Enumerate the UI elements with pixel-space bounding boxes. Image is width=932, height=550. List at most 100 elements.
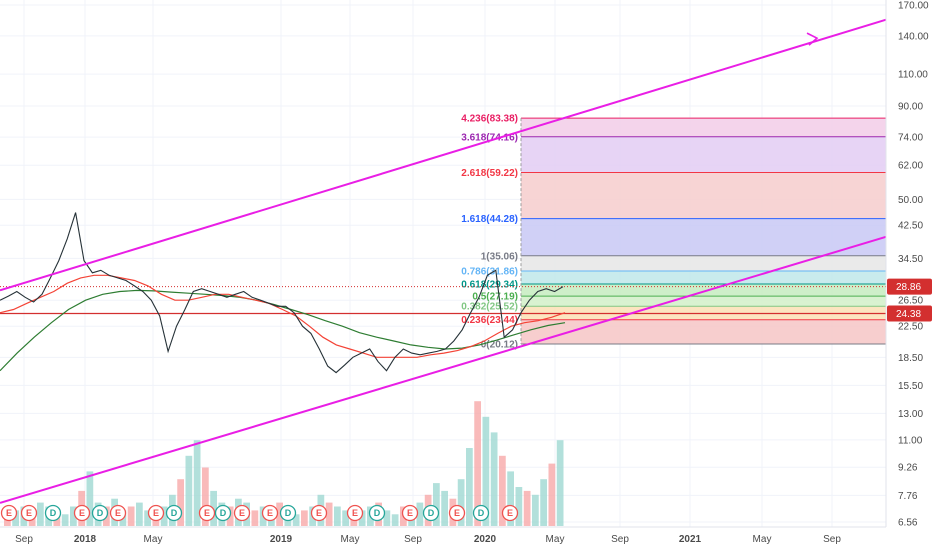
x-tick-label: May (753, 534, 772, 545)
marker-letter: E (352, 508, 358, 518)
earnings-marker (109, 504, 127, 522)
x-tick-label: 2019 (270, 534, 293, 545)
volume-bar (383, 510, 391, 526)
time-axis[interactable]: Sep 2018 May 2019 May Sep 2020 May Sep 2021 May Sep (15, 534, 841, 545)
price-series (0, 212, 564, 374)
volume-bar (301, 510, 308, 526)
volume-bar (540, 479, 547, 526)
channel-lower-line (0, 235, 887, 504)
volume-bar (86, 471, 94, 526)
fib-level-label: 0.382(25.52) (461, 302, 518, 313)
y-tick-label: 170.00 (898, 1, 929, 12)
fib-level-label: 4.236(83.38) (461, 114, 518, 125)
marker-letter: E (507, 508, 513, 518)
volume-bar (61, 514, 69, 526)
x-tick-label: Sep (15, 534, 33, 545)
x-tick-label: Sep (823, 534, 841, 545)
y-tick-label: 34.50 (898, 254, 923, 265)
volume-bar (507, 471, 514, 526)
earnings-marker (310, 504, 328, 522)
dividend-marker (279, 504, 297, 522)
y-tick-label: 6.56 (898, 518, 918, 529)
dividend-marker (368, 504, 386, 522)
earnings-marker (501, 504, 519, 522)
x-tick-label: 2021 (679, 534, 702, 545)
dividend-marker (472, 504, 490, 522)
last-price-badge (887, 278, 932, 295)
y-tick-label: 140.00 (898, 31, 929, 42)
x-tick-label: May (546, 534, 565, 545)
fib-level-label: 2.618(59.22) (461, 168, 518, 179)
dividend-marker (44, 504, 62, 522)
fib-level-label: 1.618(44.28) (461, 214, 518, 225)
earnings-marker (20, 504, 38, 522)
fib-zone (521, 296, 886, 307)
volume-bar (144, 510, 151, 526)
fib-zone (521, 270, 886, 285)
volume-bar (70, 506, 77, 526)
earnings-marker (73, 504, 91, 522)
y-tick-label: 7.76 (898, 491, 918, 502)
x-tick-label: 2018 (74, 534, 97, 545)
marker-letter: D (97, 508, 104, 518)
fib-level-label: 1(35.06) (481, 251, 518, 262)
marker-letter: D (171, 508, 178, 518)
earnings-marker (448, 504, 466, 522)
level-price-badge (887, 305, 932, 322)
dividend-marker (422, 504, 440, 522)
channel-arrow (806, 32, 819, 46)
volume-bar (556, 440, 564, 526)
marker-letter: E (115, 508, 121, 518)
volume-bar (515, 487, 523, 526)
volume-bar (292, 514, 300, 526)
trend-channel[interactable] (0, 18, 887, 504)
marker-letter: D (50, 508, 57, 518)
volume-bar (37, 502, 44, 526)
volume-bar (334, 506, 341, 526)
marker-letter: E (26, 508, 32, 518)
earnings-marker (346, 504, 364, 522)
y-tick-label: 50.00 (898, 195, 923, 206)
y-tick-label: 74.00 (898, 133, 923, 144)
volume-bar (490, 432, 498, 526)
volume-bar (160, 506, 168, 526)
fib-zone (521, 284, 886, 297)
y-tick-label: 42.50 (898, 221, 923, 232)
volume-bar (466, 448, 473, 526)
earnings-marker (401, 504, 419, 522)
price-axis[interactable]: 6.56 7.76 9.26 11.00 13.00 15.50 18.50 22.50 26.… (898, 1, 929, 529)
volume-bar (193, 440, 201, 526)
volume-bar (202, 467, 209, 526)
fib-zone (521, 118, 886, 137)
fib-level-label: 0.5(27.19) (472, 292, 518, 303)
volume-bar (358, 510, 366, 526)
volume-bar (474, 401, 481, 526)
dividend-marker (165, 504, 183, 522)
marker-letter: E (204, 508, 210, 518)
dividend-marker (91, 504, 109, 522)
marker-letter: E (407, 508, 413, 518)
y-tick-label: 11.00 (898, 435, 923, 446)
dividend-marker (214, 504, 232, 522)
y-tick-label: 62.00 (898, 161, 923, 172)
marker-letter: E (239, 508, 245, 518)
fibonacci-zones (521, 118, 886, 344)
channel-upper-line (0, 18, 887, 292)
y-tick-label: 15.50 (898, 381, 923, 392)
volume-bar (457, 479, 465, 526)
marker-letter: E (316, 508, 322, 518)
y-tick-label: 9.26 (898, 463, 918, 474)
volume-bar (177, 479, 184, 526)
volume-bar (185, 455, 193, 526)
price-badges: 28.86 24.38 (887, 278, 932, 322)
y-tick-label: 18.50 (898, 353, 923, 364)
volume-bar (127, 506, 135, 526)
fibonacci-levels: 0(20.12) 0.236(23.44) 0.382(25.52)0.5(27.1… (0, 114, 886, 350)
marker-letter: E (153, 508, 159, 518)
level-price-badge-text: 24.38 (896, 309, 921, 320)
marker-letter: E (6, 508, 12, 518)
volume-bar (523, 490, 531, 526)
volume-bar (391, 514, 399, 526)
